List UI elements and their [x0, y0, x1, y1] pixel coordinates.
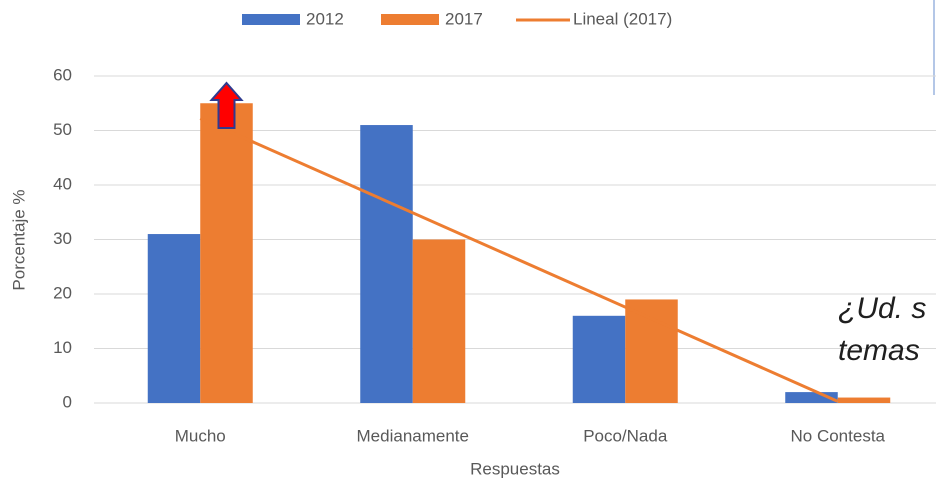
bar — [785, 392, 838, 403]
y-tick-label: 60 — [53, 65, 72, 84]
x-tick-label: Medianamente — [357, 426, 469, 445]
legend-label: 2012 — [306, 9, 344, 28]
legend-swatch — [242, 14, 300, 25]
bar — [572, 315, 626, 403]
x-tick-label: No Contesta — [791, 426, 886, 445]
bar — [412, 239, 466, 403]
trendline — [199, 117, 839, 403]
y-tick-label: 10 — [53, 338, 72, 357]
x-axis-label: Respuestas — [470, 459, 560, 478]
x-tick-label: Mucho — [175, 426, 226, 445]
bar — [625, 299, 678, 403]
bar — [360, 125, 413, 404]
legend-label: 2017 — [445, 9, 483, 28]
y-tick-label: 20 — [53, 283, 72, 302]
y-tick-label: 0 — [63, 392, 72, 411]
y-axis-label: Porcentaje % — [9, 189, 28, 290]
legend-label: Lineal (2017) — [573, 9, 672, 28]
y-tick-label: 30 — [53, 229, 72, 248]
y-tick-label: 40 — [53, 174, 72, 193]
x-tick-label: Poco/Nada — [583, 426, 668, 445]
bar — [200, 103, 253, 403]
legend-swatch — [381, 14, 439, 25]
bar — [837, 397, 891, 403]
y-tick-label: 50 — [53, 120, 72, 139]
bar — [147, 234, 201, 403]
arrow — [209, 81, 244, 129]
annotation: ¿Ud. s — [838, 292, 926, 325]
annotation: temas — [838, 334, 920, 367]
